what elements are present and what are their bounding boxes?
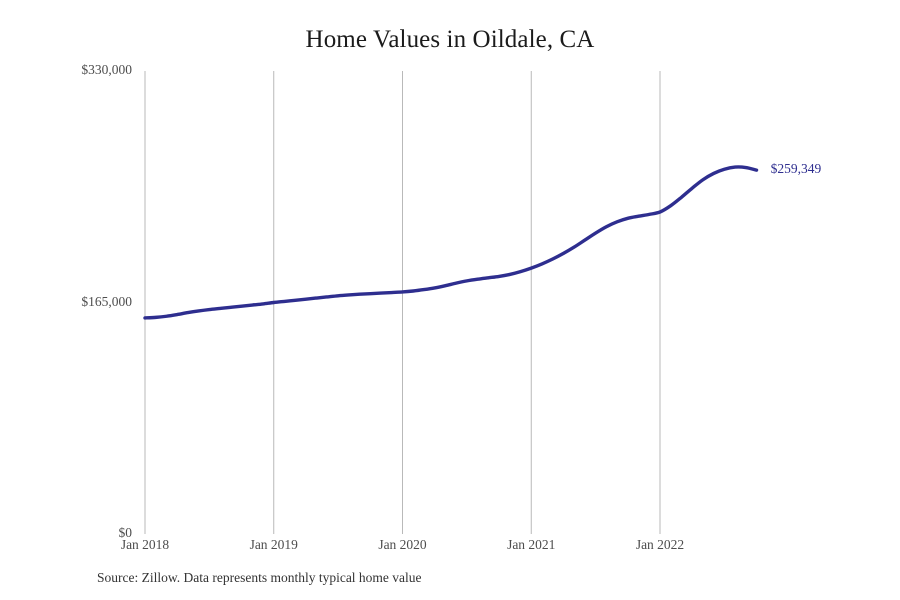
x-axis-tick-label-4: Jan 2022 (635, 537, 685, 552)
value-line-path (143, 165, 759, 320)
chart-title: Home Values in Oildale, CA (305, 26, 595, 53)
x-axis-tick-label-3: Jan 2021 (507, 537, 556, 552)
x-axis-tick-label-0: Jan 2018 (120, 537, 170, 552)
source-note: Source: Zillow. Data represents monthly … (97, 570, 422, 585)
x-axis-tick-label-2: Jan 2020 (378, 537, 427, 552)
x-axis-tick-label-1: Jan 2019 (249, 537, 298, 552)
y-axis-tick-label-1: $165,000 (81, 293, 132, 309)
y-axis-tick-label-0: $0 (118, 525, 133, 540)
y-axis-tick-label-2: $330,000 (81, 62, 132, 77)
gridlines-group (144, 71, 661, 534)
end-value-label: $259,349 (770, 161, 822, 177)
